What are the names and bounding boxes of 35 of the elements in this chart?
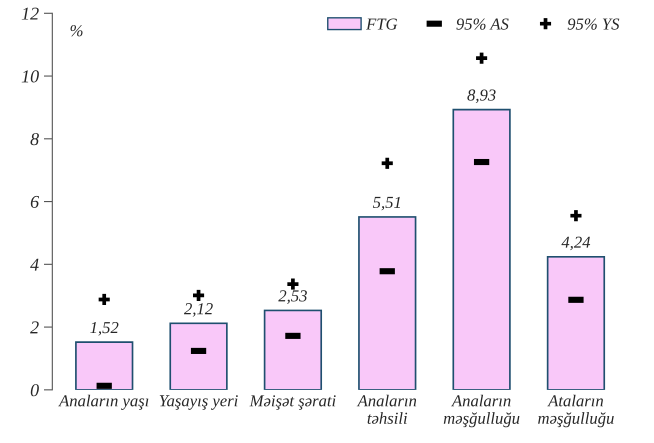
x-tick-label: Anaların təhsili: [356, 394, 416, 424]
x-tick-label: Məişət şərati: [249, 395, 336, 410]
y-tick-label: 12: [22, 8, 39, 20]
x-tick-label: Anaların məşğulluğu: [444, 394, 520, 428]
x-tick-label: Yaşayış yeri: [160, 395, 238, 410]
data-label: 2,12: [184, 303, 213, 317]
bar: [169, 322, 228, 390]
point: [98, 294, 110, 306]
x-tick-label: Anaların yaşı: [58, 394, 148, 410]
y-tick-label: 6: [30, 196, 40, 208]
bar: [75, 341, 134, 390]
y-tick-label: 10: [22, 70, 39, 82]
point: [570, 210, 582, 222]
point: [287, 278, 298, 290]
y-axis-title: %: [70, 25, 83, 36]
point: [193, 290, 204, 301]
y-tick-label: 8: [30, 133, 39, 146]
data-label: 5,51: [372, 196, 400, 210]
bar: [452, 108, 511, 390]
point: [476, 52, 488, 64]
bar: [358, 216, 416, 390]
bar: [546, 256, 606, 390]
data-label: 8,93: [467, 89, 496, 104]
legend-label: 95% AS: [456, 18, 509, 30]
y-tick-label: 0: [30, 384, 39, 396]
data-label: 2,53: [278, 290, 307, 304]
y-tick-label: 2: [30, 321, 39, 334]
legend-label: 95% YS: [568, 18, 620, 30]
point: [382, 158, 393, 169]
x-tick-label: Ataların məşğulluğu: [538, 394, 614, 428]
data-label: 1,52: [90, 322, 118, 336]
legend-label: FTG: [366, 18, 398, 30]
data-label: 4,24: [561, 236, 590, 250]
bar: [264, 310, 322, 390]
y-tick-label: 4: [30, 258, 39, 271]
